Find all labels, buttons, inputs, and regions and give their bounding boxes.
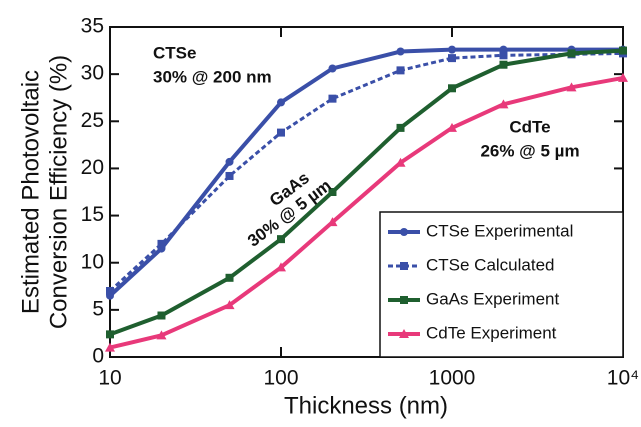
point [447,122,457,132]
point [619,46,627,55]
point [328,64,337,73]
point [225,171,234,180]
legend-label: CTSe Calculated [426,255,555,274]
point [327,217,338,227]
point [328,94,337,103]
legend-label: CTSe Experimental [426,221,573,240]
annotation: CdTe [509,117,550,136]
point [395,157,406,167]
point [396,66,405,75]
x-tick-label: 10 [98,367,121,390]
point [499,51,508,60]
annotation: 30% @ 200 nm [153,67,272,86]
point [618,72,628,82]
point [157,311,166,320]
point [328,188,337,196]
y-tick-label: 20 [81,156,104,179]
point [276,262,286,272]
y-tick-label: 5 [92,297,104,320]
legend-label: CdTe Experiment [426,323,557,342]
legend-marker [400,262,408,270]
point [448,54,456,63]
point [277,98,285,107]
point [105,342,115,352]
point [448,45,456,54]
point [396,47,405,56]
x-tick-label: 10⁴ [607,367,639,390]
point [566,82,577,92]
point [157,239,166,248]
point [277,128,285,137]
y-axis-title: Estimated Photovoltaic [17,70,44,314]
point [277,235,285,244]
x-tick-label: 1000 [429,367,476,390]
point [225,157,234,166]
legend-label: GaAs Experiment [426,289,559,308]
y-tick-label: 15 [81,203,104,226]
point [499,60,508,69]
point [106,330,114,339]
legend-marker [400,296,408,304]
y-tick-label: 35 [81,15,104,38]
point [224,300,235,310]
legend-box [379,211,624,358]
point [156,330,167,340]
point [225,273,234,282]
y-tick-label: 30 [81,62,104,85]
plot-frame [109,26,624,358]
point [396,123,405,132]
legend-marker [399,329,409,338]
series-line [108,51,624,293]
x-tick-label: 100 [263,367,298,390]
point [106,287,114,295]
series-line [109,75,624,350]
annotation: CTSe [153,43,196,62]
series-line [108,47,623,298]
y-tick-label: 25 [81,109,104,132]
annotation: 26% @ 5 µm [480,141,579,160]
point [567,49,576,58]
x-axis-title: Thickness (nm) [284,392,448,419]
point [448,84,456,93]
point [498,99,509,109]
y-tick-label: 0 [92,345,104,368]
legend-marker [400,228,408,236]
series-line [109,48,624,337]
y-axis-title: Conversion Efficiency (%) [45,55,72,329]
y-tick-label: 10 [81,250,104,273]
